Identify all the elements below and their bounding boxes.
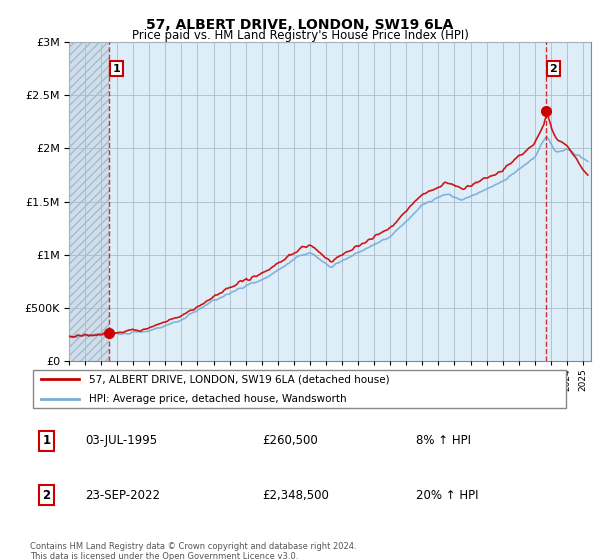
Text: £2,348,500: £2,348,500 (262, 489, 329, 502)
Text: 20% ↑ HPI: 20% ↑ HPI (416, 489, 479, 502)
Bar (69, 42, 109, 361)
Text: Price paid vs. HM Land Registry's House Price Index (HPI): Price paid vs. HM Land Registry's House … (131, 29, 469, 42)
Text: 1: 1 (43, 434, 50, 447)
Text: HPI: Average price, detached house, Wandsworth: HPI: Average price, detached house, Wand… (89, 394, 347, 404)
Text: 2: 2 (550, 64, 557, 73)
Text: 03-JUL-1995: 03-JUL-1995 (85, 434, 157, 447)
Text: 57, ALBERT DRIVE, LONDON, SW19 6LA: 57, ALBERT DRIVE, LONDON, SW19 6LA (146, 18, 454, 32)
Text: 8% ↑ HPI: 8% ↑ HPI (416, 434, 472, 447)
Text: 2: 2 (43, 489, 50, 502)
Text: 23-SEP-2022: 23-SEP-2022 (85, 489, 160, 502)
Text: £260,500: £260,500 (262, 434, 317, 447)
Text: Contains HM Land Registry data © Crown copyright and database right 2024.
This d: Contains HM Land Registry data © Crown c… (30, 542, 356, 560)
FancyBboxPatch shape (33, 370, 566, 408)
Text: 1: 1 (112, 64, 120, 73)
Text: 57, ALBERT DRIVE, LONDON, SW19 6LA (detached house): 57, ALBERT DRIVE, LONDON, SW19 6LA (deta… (89, 374, 390, 384)
